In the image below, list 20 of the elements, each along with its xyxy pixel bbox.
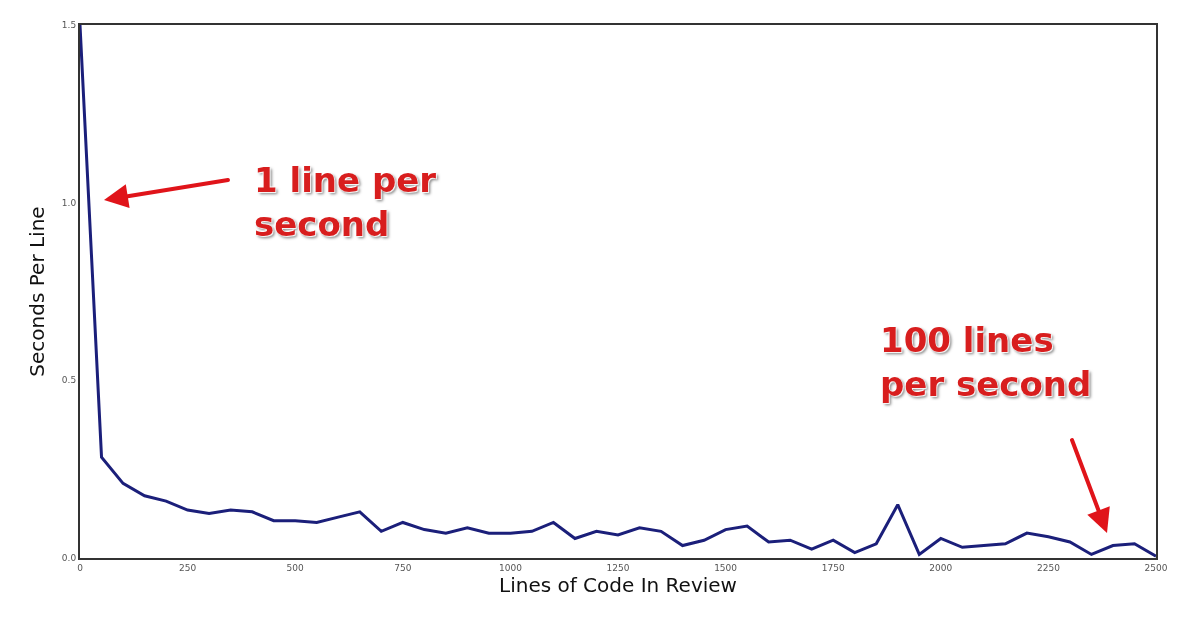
x-tick-label: 500 <box>286 562 305 573</box>
x-tick-label: 1750 <box>821 562 845 573</box>
x-tick-label: 250 <box>179 562 197 573</box>
x-tick-label: 0 <box>77 562 84 573</box>
y-tick-label: 0.5 <box>61 375 77 386</box>
x-tick-label: 1250 <box>606 562 630 573</box>
x-tick-label: 2500 <box>1144 562 1168 573</box>
line-series <box>80 25 1156 558</box>
y-tick-label: 0.0 <box>61 553 77 564</box>
annotation: 1 line per second <box>254 160 437 245</box>
x-axis-title: Lines of Code In Review <box>499 572 737 597</box>
x-tick-label: 1000 <box>498 562 523 573</box>
x-tick-label: 2250 <box>1036 562 1061 573</box>
x-tick-label: 750 <box>394 562 412 573</box>
annotation: 100 lines per second <box>880 320 1092 405</box>
x-tick-label: 2000 <box>929 562 953 573</box>
y-tick-label: 1.5 <box>61 20 77 31</box>
x-tick-label: 1500 <box>714 562 738 573</box>
y-tick-label: 1.0 <box>61 197 77 208</box>
y-axis-title: Seconds Per Line <box>24 206 49 377</box>
